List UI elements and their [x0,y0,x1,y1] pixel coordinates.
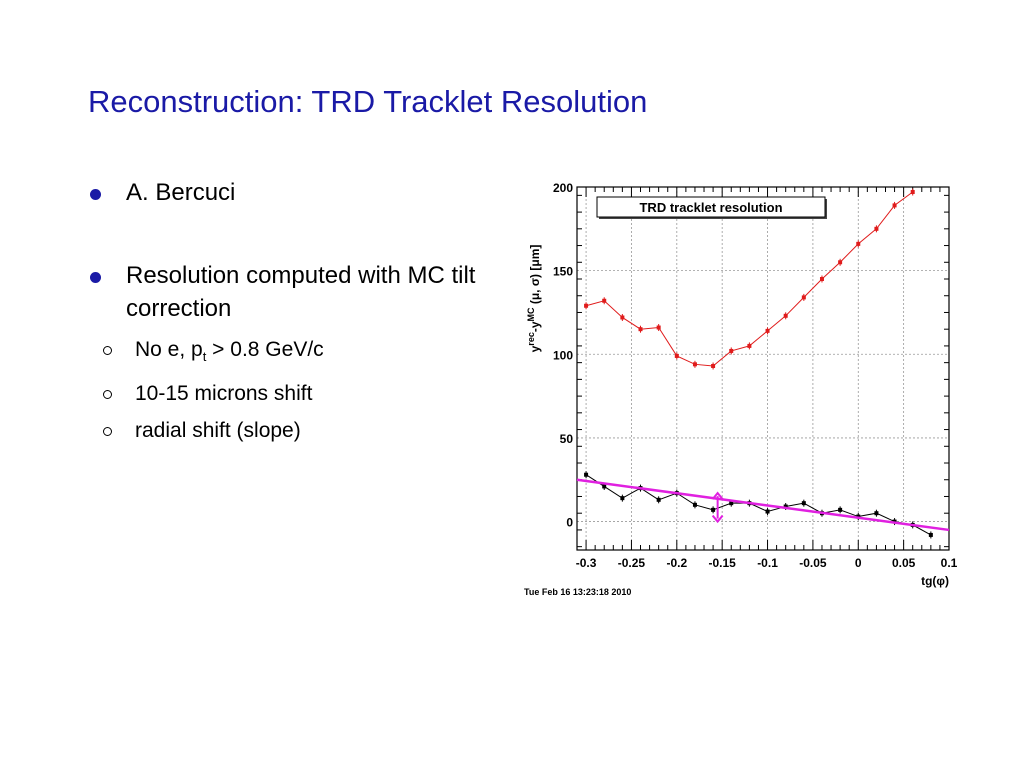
bullet-dot-icon [90,189,101,200]
series-mu-point [711,507,716,512]
bullet-list: A. Bercuci Resolution computed with MC t… [90,176,490,449]
y-tick-label: 0 [566,516,573,530]
series-sigma-point [638,327,643,332]
sub-bullet-item: No e, pt > 0.8 GeV/c [90,331,490,375]
series-mu-point [783,504,788,509]
series-mu-point [692,502,697,507]
sub-bullet-text: 10-15 microns shift [135,382,313,406]
series-sigma-point [892,203,897,208]
plot-frame [576,186,950,551]
series-sigma-point [674,353,679,358]
x-tick-label: -0.05 [799,556,827,570]
sub-bullet-item: radial shift (slope) [90,412,490,449]
ring-bullet-icon [103,346,112,355]
series-sigma-point [656,325,661,330]
x-tick-label: 0 [855,556,862,570]
y-tick-label: 200 [553,181,573,195]
series-sigma-point [819,277,824,282]
series-mu-line [585,474,932,536]
subscript-text: t [202,349,207,365]
x-tick-label: -0.15 [708,556,736,570]
sub-bullet-item: 10-15 microns shift [90,375,490,412]
x-tick-label: -0.1 [757,556,778,570]
series-sigma-point [747,343,752,348]
title-box [596,196,826,218]
series-mu-point [729,501,734,506]
y-axis-label-part: rec [526,332,536,346]
sub-bullet-text: radial shift (slope) [135,419,301,443]
series-sigma-point [874,226,879,231]
slide-title: Reconstruction: TRD Tracklet Resolution [88,84,648,119]
y-tick-label: 150 [553,265,573,279]
series-mu-point [765,509,770,514]
x-tick-label: 0.05 [892,556,916,570]
bullet-item: A. Bercuci [90,176,490,209]
series-mu-point [602,484,607,489]
series-sigma-point [765,328,770,333]
resolution-chart: -0.3 -0.25 -0.2 -0.15 -0.1 -0.05 0 0.05 0.1 0 50 10… [524,181,958,597]
sub-bullet-text: No e, p [135,338,203,361]
bullet-text: Resolution computed with MC tilt correct… [126,262,476,322]
series-mu-point [584,472,589,477]
y-axis-label-part: (μ, σ) [μm] [528,245,542,308]
series-sigma-point [838,260,843,265]
x-tick-label: 0.1 [941,556,958,570]
bullet-item: Resolution computed with MC tilt correct… [90,259,490,325]
y-axis-label-part: -y [528,321,542,332]
y-tick-label: 50 [560,432,574,446]
series-sigma-point [910,190,915,195]
ring-bullet-icon [103,390,112,400]
series-sigma-point [729,348,734,353]
x-axis-label: tg(φ) [921,574,949,588]
series-sigma-point [711,363,716,368]
x-tick-label: -0.3 [576,556,597,570]
series-sigma-point [584,303,589,308]
y-tick-label: 100 [553,348,573,362]
chart-timestamp: Tue Feb 16 13:23:18 2010 [524,587,631,597]
series-mu-point [620,496,625,501]
y-axis-label-part: MC [526,307,536,321]
ring-bullet-icon [103,427,112,437]
series-sigma-point [602,298,607,303]
x-tick-label: -0.25 [618,556,646,570]
sub-bullet-list: No e, pt > 0.8 GeV/c 10-15 microns shift… [90,331,490,449]
chart-title: TRD tracklet resolution [639,200,782,215]
series-sigma-point [801,295,806,300]
series-mu-point [838,507,843,512]
series-mu-point [801,501,806,506]
series-mu-point [656,497,661,502]
series-sigma-point [783,313,788,318]
series-mu-point [928,532,933,537]
shift-arrow-head-down [711,514,724,524]
bullet-text: A. Bercuci [126,179,236,206]
series-sigma-point [620,315,625,320]
y-axis-label: yrec-yMC (μ, σ) [μm] [526,245,542,353]
series-mu-point [874,511,879,516]
shift-arrow-head-up [711,491,724,500]
y-axis-label-part: y [528,345,542,352]
sub-bullet-text: > 0.8 GeV/c [206,338,324,361]
x-tick-label: -0.2 [666,556,687,570]
series-sigma-point [692,362,697,367]
fit-line [576,478,950,532]
series-sigma-point [856,241,861,246]
bullet-dot-icon [90,272,101,283]
